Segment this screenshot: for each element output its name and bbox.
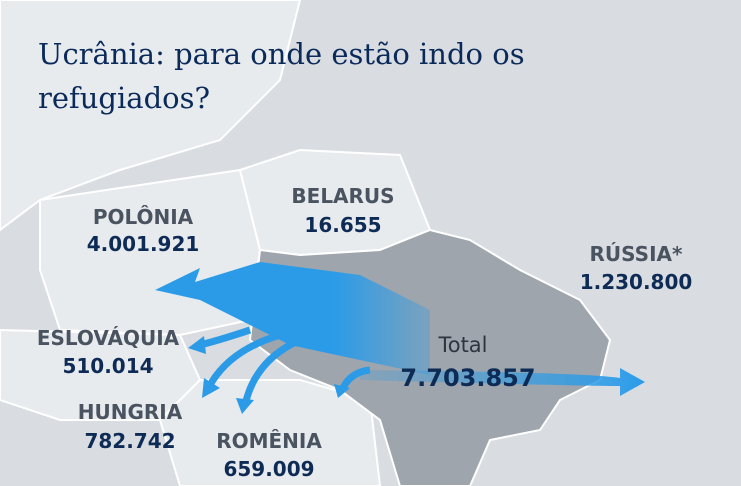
country-name: ESLOVÁQUIA xyxy=(37,326,180,350)
country-name: BELARUS xyxy=(291,184,394,208)
romania-shape xyxy=(158,379,382,486)
country-name: RÚSSIA* xyxy=(590,242,683,266)
total-label: Total xyxy=(437,333,487,357)
arrow-poland xyxy=(155,262,430,375)
country-value: 4.001.921 xyxy=(87,232,200,256)
title: Ucrânia: para onde estão indo os refugia… xyxy=(38,37,525,115)
arrow-russia xyxy=(360,368,645,396)
country-value: 659.009 xyxy=(223,457,314,481)
country-value: 1.230.800 xyxy=(580,270,693,294)
country-value: 16.655 xyxy=(304,213,381,237)
land-north xyxy=(0,0,302,232)
country-name: HUNGRIA xyxy=(78,400,183,424)
total-value: 7.703.857 xyxy=(400,364,535,392)
country-name: ROMÊNIA xyxy=(216,429,322,453)
country-value: 510.014 xyxy=(62,354,153,378)
arrow-heads xyxy=(188,336,350,414)
country-name: POLÔNIA xyxy=(93,205,194,229)
country-value: 782.742 xyxy=(84,429,175,453)
